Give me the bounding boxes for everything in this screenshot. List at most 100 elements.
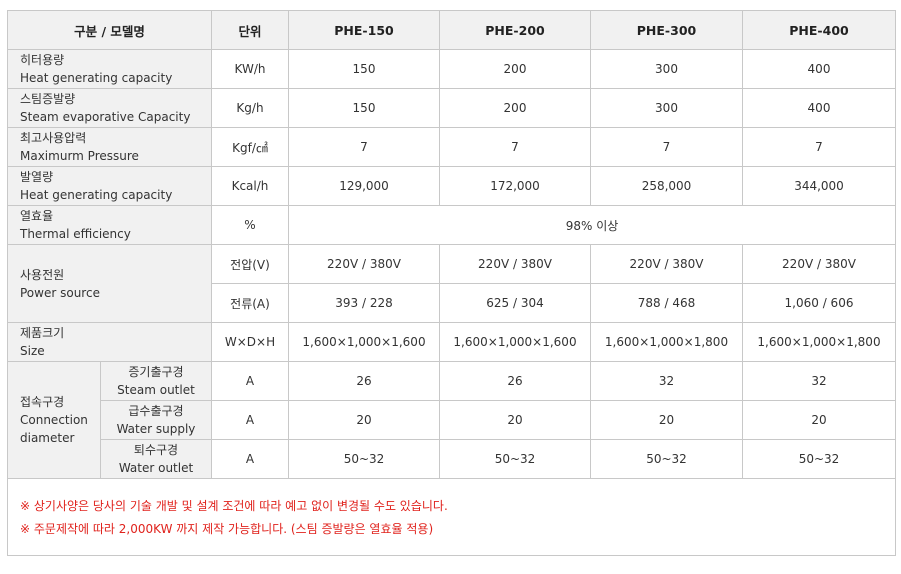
header-model: PHE-400 xyxy=(742,10,896,50)
label-ko: 접속구경 xyxy=(20,395,65,409)
unit-cell: 전류(A) xyxy=(211,283,289,323)
value-cell: 32 xyxy=(590,361,743,401)
label-ko: 급수출구경 xyxy=(128,404,184,418)
label-en: Heat generating capacity xyxy=(20,71,173,85)
sub-label: 퇴수구경 Water outlet xyxy=(100,439,212,479)
label-en: Connection diameter xyxy=(20,413,88,445)
table-row-connection: 접속구경 Connection diameter 증기출구경 Steam outlet… xyxy=(7,361,896,479)
header-row: 구분 / 모델명 단위 PHE-150 PHE-200 PHE-300 PHE-… xyxy=(7,10,896,50)
table-row-size: 제품크기 Size W×D×H 1,600×1,000×1,600 1,600×1… xyxy=(7,322,896,362)
value-cell: 7 xyxy=(742,127,896,167)
value-cell: 20 xyxy=(590,400,743,440)
row-label: 사용전원 Power source xyxy=(7,244,212,323)
value-cell: 258,000 xyxy=(590,166,743,206)
label-en: Thermal efficiency xyxy=(20,227,131,241)
label-ko: 증기출구경 xyxy=(128,365,184,379)
label-en: Power source xyxy=(20,285,100,300)
note-line: ※ 상기사양은 당사의 기술 개발 및 설계 조건에 따라 예고 없이 변경될 … xyxy=(20,499,448,513)
unit-cell: Kcal/h xyxy=(211,166,289,206)
value-cell: 32 xyxy=(742,361,896,401)
unit-cell: A xyxy=(211,439,289,479)
value-cell: 26 xyxy=(288,361,440,401)
value-cell: 7 xyxy=(439,127,591,167)
table-row-voltage: 사용전원 Power source 전압(V) 220V / 380V 220V … xyxy=(7,244,896,323)
unit-cell: Kg/h xyxy=(211,88,289,128)
value-cell: 1,600×1,000×1,600 xyxy=(288,322,440,362)
value-cell: 20 xyxy=(288,400,440,440)
label-ko: 퇴수구경 xyxy=(133,443,179,457)
label-en: Steam outlet xyxy=(117,383,195,397)
row-label: 발열량 Heat generating capacity xyxy=(7,166,212,206)
unit-cell: 전압(V) xyxy=(211,244,289,284)
header-unit: 단위 xyxy=(211,10,289,50)
value-cell: 26 xyxy=(439,361,591,401)
label-en: Steam evaporative Capacity xyxy=(20,110,191,124)
label-en: Heat generating capacity xyxy=(20,188,173,202)
notes: ※ 상기사양은 당사의 기술 개발 및 설계 조건에 따라 예고 없이 변경될 … xyxy=(7,478,896,556)
unit-cell: Kgf/㎠ xyxy=(211,127,289,167)
sub-label: 급수출구경 Water supply xyxy=(100,400,212,440)
table-row-efficiency: 열효율 Thermal efficiency % 98% 이상 xyxy=(7,205,896,245)
value-cell: 50~32 xyxy=(590,439,743,479)
value-cell: 220V / 380V xyxy=(742,244,896,284)
value-cell: 50~32 xyxy=(439,439,591,479)
table-row: 스팀증발량 Steam evaporative Capacity Kg/h 150 20… xyxy=(7,88,896,128)
header-model: PHE-300 xyxy=(590,10,743,50)
row-label: 접속구경 Connection diameter xyxy=(7,361,101,479)
header-label: 구분 / 모델명 xyxy=(7,10,212,50)
value-cell: 7 xyxy=(590,127,743,167)
value-cell: 1,600×1,000×1,800 xyxy=(590,322,743,362)
header-model: PHE-150 xyxy=(288,10,440,50)
unit-cell: A xyxy=(211,400,289,440)
label-ko: 제품크기 xyxy=(20,326,65,340)
label-ko: 발열량 xyxy=(20,170,54,184)
row-label: 히터용량 Heat generating capacity xyxy=(7,49,212,89)
value-cell: 172,000 xyxy=(439,166,591,206)
table-row: 히터용량 Heat generating capacity KW/h 150 200 30… xyxy=(7,49,896,89)
row-label: 제품크기 Size xyxy=(7,322,212,362)
value-cell: 344,000 xyxy=(742,166,896,206)
table-row-current: 전류(A) 393 / 228 625 / 304 788 / 468 1,06… xyxy=(8,283,896,323)
value-cell: 150 xyxy=(288,88,440,128)
value-cell: 7 xyxy=(288,127,440,167)
value-cell: 788 / 468 xyxy=(590,283,743,323)
table-row: 최고사용압력 Maximurm Pressure Kgf/㎠ 7 7 7 7 xyxy=(7,127,896,167)
value-cell: 20 xyxy=(742,400,896,440)
label-ko: 스팀증발량 xyxy=(20,92,76,106)
label-ko: 히터용량 xyxy=(20,53,65,67)
value-cell: 150 xyxy=(288,49,440,89)
row-label: 스팀증발량 Steam evaporative Capacity xyxy=(7,88,212,128)
value-cell: 1,600×1,000×1,800 xyxy=(742,322,896,362)
value-cell: 400 xyxy=(742,88,896,128)
value-cell: 200 xyxy=(439,49,591,89)
row-label: 열효율 Thermal efficiency xyxy=(7,205,212,245)
table-row-connection: 급수출구경 Water supply A 20 20 20 20 xyxy=(8,400,896,440)
value-cell: 129,000 xyxy=(288,166,440,206)
label-en: Maximurm Pressure xyxy=(20,149,139,163)
value-cell: 50~32 xyxy=(742,439,896,479)
label-ko: 최고사용압력 xyxy=(20,131,87,145)
spec-table: 구분 / 모델명 단위 PHE-150 PHE-200 PHE-300 PHE-… xyxy=(7,10,896,556)
value-cell: 220V / 380V xyxy=(439,244,591,284)
label-en: Water supply xyxy=(116,422,196,436)
label-en: Water outlet xyxy=(118,461,194,475)
label-ko: 열효율 xyxy=(20,209,54,223)
value-cell: 300 xyxy=(590,49,743,89)
table-row-connection: 퇴수구경 Water outlet A 50~32 50~32 50~32 50~32 xyxy=(8,439,896,479)
note-line: ※ 주문제작에 따라 2,000KW 까지 제작 가능합니다. (스팀 증발량은… xyxy=(20,522,434,536)
unit-cell: KW/h xyxy=(211,49,289,89)
notes-row: ※ 상기사양은 당사의 기술 개발 및 설계 조건에 따라 예고 없이 변경될 … xyxy=(7,478,896,556)
table-row: 발열량 Heat generating capacity Kcal/h 129,000… xyxy=(7,166,896,206)
header-model: PHE-200 xyxy=(439,10,591,50)
label-en: Size xyxy=(20,344,45,358)
value-cell: 300 xyxy=(590,88,743,128)
value-cell: 50~32 xyxy=(288,439,440,479)
value-cell: 400 xyxy=(742,49,896,89)
unit-cell: % xyxy=(211,205,289,245)
value-cell: 220V / 380V xyxy=(288,244,440,284)
value-cell: 220V / 380V xyxy=(590,244,743,284)
value-cell: 200 xyxy=(439,88,591,128)
value-cell: 393 / 228 xyxy=(288,283,440,323)
value-cell: 625 / 304 xyxy=(439,283,591,323)
value-cell: 1,060 / 606 xyxy=(742,283,896,323)
